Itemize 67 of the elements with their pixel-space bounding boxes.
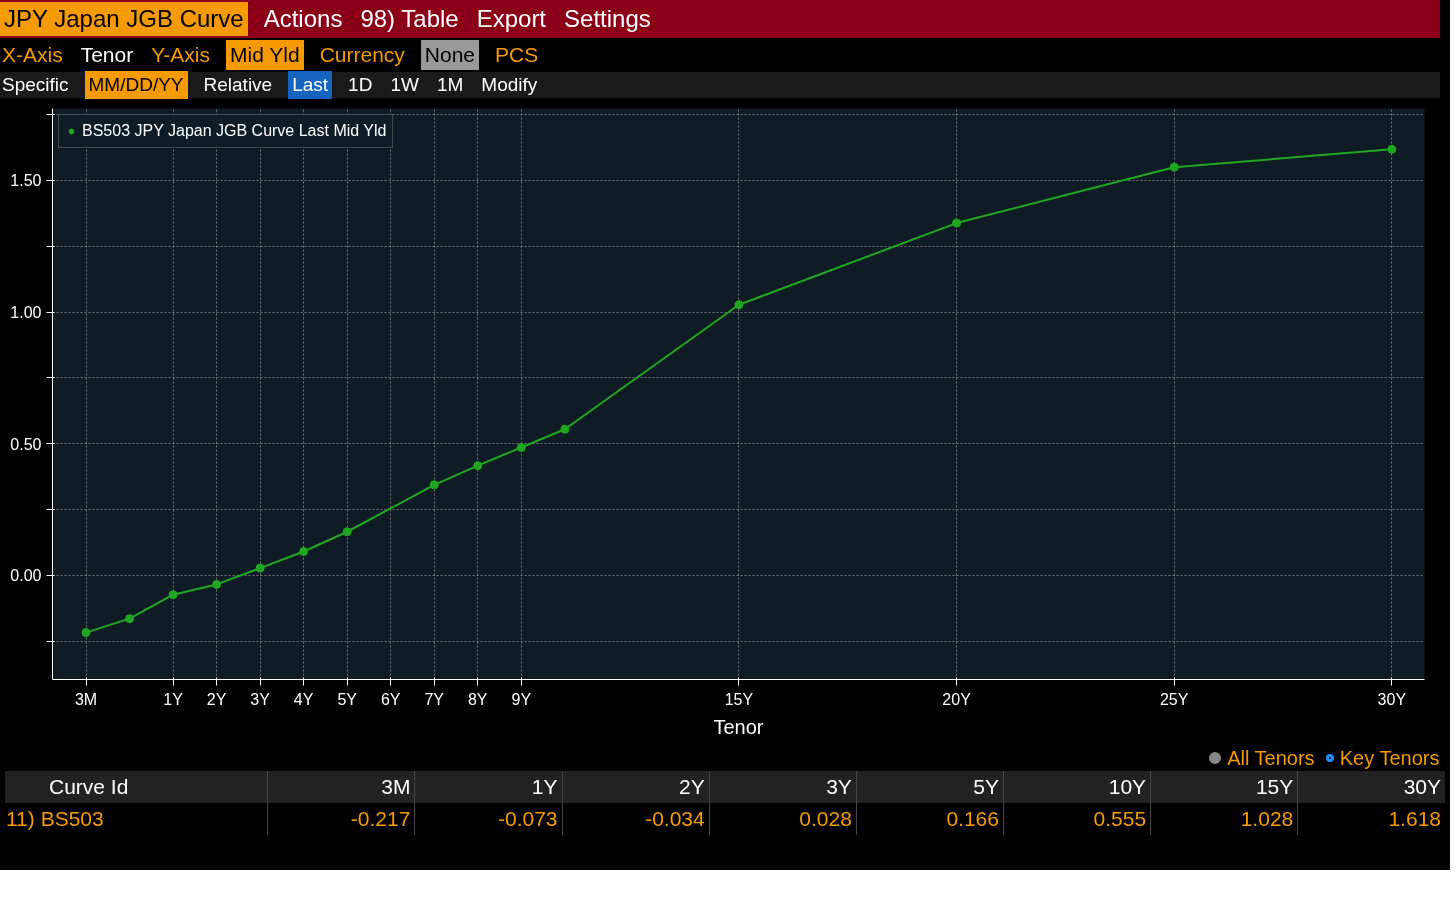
x-tick-label: 6Y [380,690,401,708]
y-tick-label: 1.00 [10,304,42,322]
text: -0.034 [562,803,710,835]
chart-title: JPY Japan JGB Curve [0,1,248,37]
table-header-row: Curve Id 3M 1Y 2Y 3Y 5Y 10Y 15Y 30Y [5,771,1445,803]
text: Tenor [79,42,135,68]
text: Settings [563,3,652,34]
x-tick-label: 30Y [1377,690,1407,708]
x-tick-label: 7Y [424,690,445,708]
x-tick-label: 8Y [467,690,488,708]
point [1387,144,1397,154]
x-tick-label: 1Y [163,690,184,708]
point [212,579,222,589]
text: 0.555 [1003,803,1151,835]
x-tick-label: 2Y [206,690,227,708]
text: Modify [480,73,539,98]
point [560,424,570,434]
text: MM/DD/YY [84,71,188,99]
x-tick-label: 3M [74,690,98,708]
text: 11) BS503 [5,806,105,832]
text: Export [475,3,548,34]
text: 1M [435,73,465,98]
legend-label: BS503 JPY Japan JGB Curve Last Mid Yld [82,122,387,140]
text: 1.028 [1150,803,1298,835]
text: Relative [202,73,274,98]
x-tick-label: 3Y [250,690,271,708]
text: 0.166 [856,803,1004,835]
point [516,442,526,452]
point [125,614,135,624]
y-tick-label: 1.50 [10,172,42,190]
x-tick-label: 15Y [724,690,754,708]
text: -0.217 [267,803,415,835]
x-tick-label: 9Y [511,690,532,708]
text: 98) Table [359,3,460,34]
point [342,527,352,537]
point [429,480,439,490]
text: None [420,40,480,70]
text: Key Tenors [1339,746,1440,769]
text: Specific [1,73,70,98]
point [81,628,91,638]
text: 1D [347,73,374,98]
y-tick-label: 0.50 [10,435,42,453]
text: Actions [262,3,344,34]
text: All Tenors [1227,746,1315,769]
x-tick-label: 5Y [337,690,358,708]
text: Currency [318,42,406,68]
point [255,563,265,573]
point [952,218,962,228]
x-tick-label: 20Y [942,690,972,708]
x-tick-label: 25Y [1159,690,1189,708]
text: 1.618 [1297,803,1445,835]
text: X-Axis [1,42,64,68]
x-axis-title: Tenor [713,715,764,738]
text: -0.073 [414,803,563,835]
x-tick-label: 4Y [293,690,314,708]
text: Mid Yld [225,40,304,70]
text: Y-Axis [150,42,211,68]
text: PCS [494,42,540,68]
text: 0.028 [709,803,857,835]
text: 1W [389,73,420,98]
point [473,461,483,471]
text: Last [288,71,333,99]
point [299,547,309,556]
text: 0.00 [10,567,42,585]
point [168,590,178,600]
point [734,300,744,310]
point [1169,162,1179,172]
